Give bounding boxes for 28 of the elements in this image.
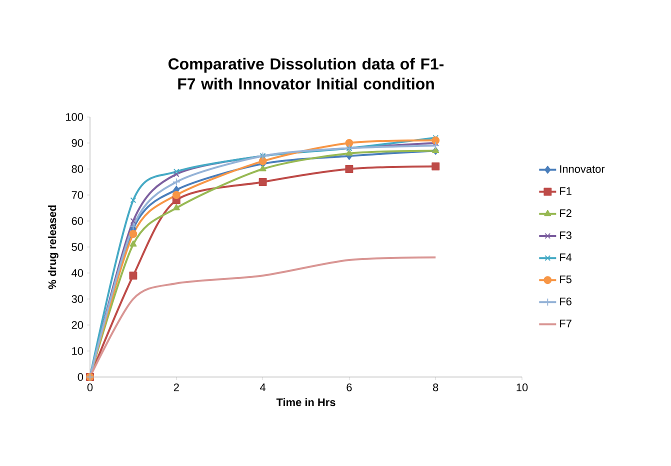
y-tick-label: 80 <box>72 165 84 173</box>
x-tick-label: 4 <box>260 384 266 392</box>
y-tick-label: 100 <box>66 113 84 121</box>
legend-label: F3 <box>560 231 572 240</box>
y-tick-label: 60 <box>72 217 84 225</box>
y-tick-label: 30 <box>72 295 84 303</box>
legend-label: F1 <box>560 187 572 195</box>
x-tick-label: 6 <box>346 384 352 392</box>
y-tick-label: 20 <box>72 321 84 329</box>
y-tick-label: 90 <box>72 139 84 147</box>
y-tick-label: 70 <box>72 191 84 199</box>
y-axis-title: % drug released <box>48 205 58 290</box>
chart-title: Comparative Dissolution data of F1-F7 with Innovator Initial condition <box>168 58 444 90</box>
legend-label: F2 <box>560 209 572 217</box>
legend-label: Innovator <box>560 165 605 173</box>
x-tick-label: 10 <box>516 384 528 392</box>
y-tick-label: 0 <box>78 373 84 381</box>
y-tick-label: 50 <box>72 243 84 251</box>
legend-label: F5 <box>560 276 572 284</box>
legend-label: F4 <box>560 254 572 262</box>
y-tick-label: 40 <box>72 269 84 277</box>
x-tick-label: 2 <box>174 384 179 392</box>
x-tick-label: 0 <box>87 384 93 392</box>
legend-label: F6 <box>560 298 572 306</box>
y-tick-label: 10 <box>72 347 84 355</box>
x-tick-label: 8 <box>433 384 438 392</box>
x-axis-title: Time in Hrs <box>276 398 336 406</box>
legend-label: F7 <box>560 320 572 328</box>
